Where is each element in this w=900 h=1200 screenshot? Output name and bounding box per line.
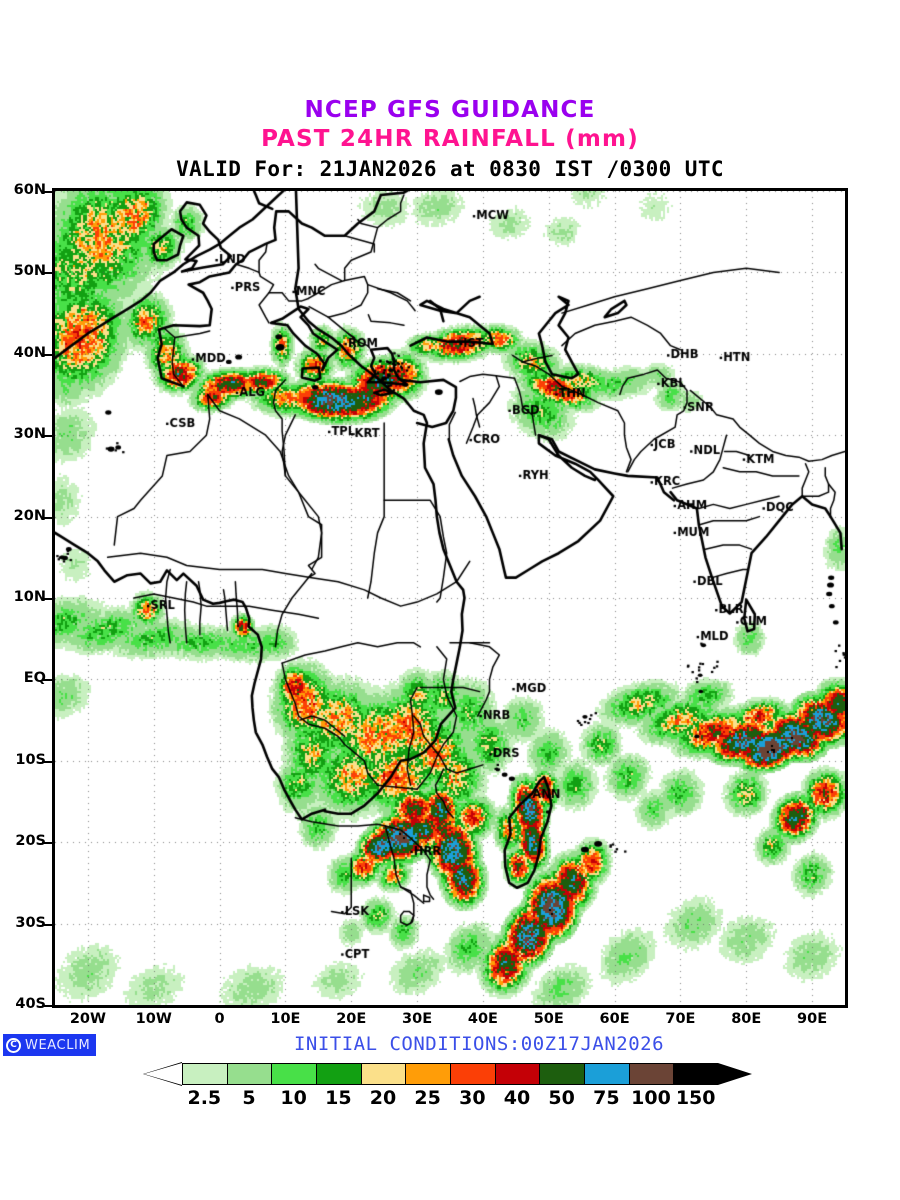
colorbar-label-30: 30 [459, 1087, 486, 1109]
latitude-tickmark [42, 272, 52, 275]
colorbar-swatch-10 [271, 1063, 316, 1085]
colorbar-label-50: 50 [548, 1087, 575, 1109]
longitude-tick-10E: 10E [270, 1011, 301, 1027]
chart-valid-time: VALID For: 21JAN2026 at 0830 IST /0300 U… [176, 157, 724, 181]
colorbar-label-100: 100 [631, 1087, 671, 1109]
rainfall-heatmap-canvas [55, 191, 845, 1005]
chart-subtitle-product: PAST 24HR RAINFALL (mm) [261, 126, 639, 152]
latitude-tickmark [42, 679, 52, 682]
colorbar-label-20: 20 [369, 1087, 397, 1109]
weaclim-logo-badge[interactable]: C WEACLIM [3, 1034, 97, 1056]
colorbar-swatch-150 [673, 1063, 718, 1085]
latitude-tick-40N: 40N [13, 344, 46, 361]
colorbar-swatches [143, 1062, 752, 1086]
initial-conditions-label: INITIAL CONDITIONS:00Z17JAN2026 [293, 1033, 665, 1055]
latitude-tickmark [42, 191, 52, 193]
longitude-tick-70E: 70E [665, 1011, 696, 1027]
longitude-tick-30E: 30E [402, 1011, 433, 1027]
colorbar-swatch-40 [494, 1063, 540, 1085]
latitude-tickmark [42, 923, 52, 926]
colorbar-extend-high [718, 1063, 752, 1085]
colorbar-label-2.5: 2.5 [187, 1087, 222, 1109]
colorbar-swatch-20 [360, 1063, 406, 1085]
longitude-tick-60E: 60E [599, 1011, 630, 1027]
latitude-tickmark [42, 516, 52, 519]
latitude-tick-30N: 30N [13, 426, 46, 443]
longitude-tick-40E: 40E [467, 1011, 498, 1027]
colorbar-swatch-50 [539, 1063, 584, 1085]
latitude-tickmark [42, 435, 52, 438]
latitude-tickmark [42, 842, 52, 845]
colorbar-legend: 2.5 5 10 15 20 25 30 40 50 75 100 150 [0, 1062, 900, 1111]
colorbar-label-75: 75 [593, 1087, 620, 1109]
page-title: NCEP GFS GUIDANCE [304, 97, 596, 123]
latitude-tick-60N: 60N [13, 182, 46, 198]
longitude-tick-80E: 80E [731, 1011, 762, 1027]
longitude-tick-20E: 20E [336, 1011, 367, 1027]
chart-title-block: NCEP GFS GUIDANCE PAST 24HR RAINFALL (mm… [0, 96, 900, 184]
longitude-tick-50E: 50E [533, 1011, 564, 1027]
latitude-tick-40S: 40S [15, 996, 46, 1012]
colorbar-swatch-2.5 [182, 1063, 227, 1085]
latitude-tick-30S: 30S [15, 914, 46, 931]
longitude-tick-0: 0 [214, 1011, 225, 1027]
logo-label: WEACLIM [25, 1037, 91, 1053]
colorbar-label-10: 10 [280, 1087, 307, 1109]
colorbar-extend-low [144, 1063, 182, 1085]
longitude-tick-20W: 20W [69, 1011, 106, 1027]
latitude-tick-20S: 20S [15, 833, 46, 850]
latitude-tick-20N: 20N [13, 507, 46, 524]
colorbar-label-15: 15 [325, 1087, 352, 1109]
colorbar-swatch-75 [584, 1063, 629, 1085]
colorbar-swatch-15 [316, 1063, 361, 1085]
latitude-tick-EQ: EQ [23, 670, 46, 687]
colorbar-label-40: 40 [503, 1087, 531, 1109]
latitude-tickmark [42, 353, 52, 356]
colorbar-swatch-25 [405, 1063, 450, 1085]
latitude-tickmark [42, 760, 52, 763]
longitude-tick-10W: 10W [135, 1011, 172, 1027]
colorbar-swatch-100 [628, 1063, 674, 1085]
colorbar-label-150: 150 [675, 1087, 716, 1109]
latitude-tick-10N: 10N [13, 589, 46, 605]
colorbar-label-25: 25 [414, 1087, 441, 1109]
map-plot-area [52, 188, 848, 1008]
latitude-tickmark [42, 1005, 52, 1007]
colorbar-swatch-5 [226, 1063, 272, 1085]
longitude-tick-90E: 90E [797, 1011, 828, 1027]
colorbar-tick-labels: 2.5 5 10 15 20 25 30 40 50 75 100 150 [182, 1087, 718, 1111]
latitude-tick-50N: 50N [13, 263, 46, 280]
latitude-tick-10S: 10S [15, 751, 46, 768]
colorbar-swatch-30 [450, 1063, 495, 1085]
copyright-circle-icon: C [6, 1037, 21, 1053]
colorbar-label-5: 5 [242, 1087, 256, 1109]
latitude-tickmark [42, 598, 52, 600]
